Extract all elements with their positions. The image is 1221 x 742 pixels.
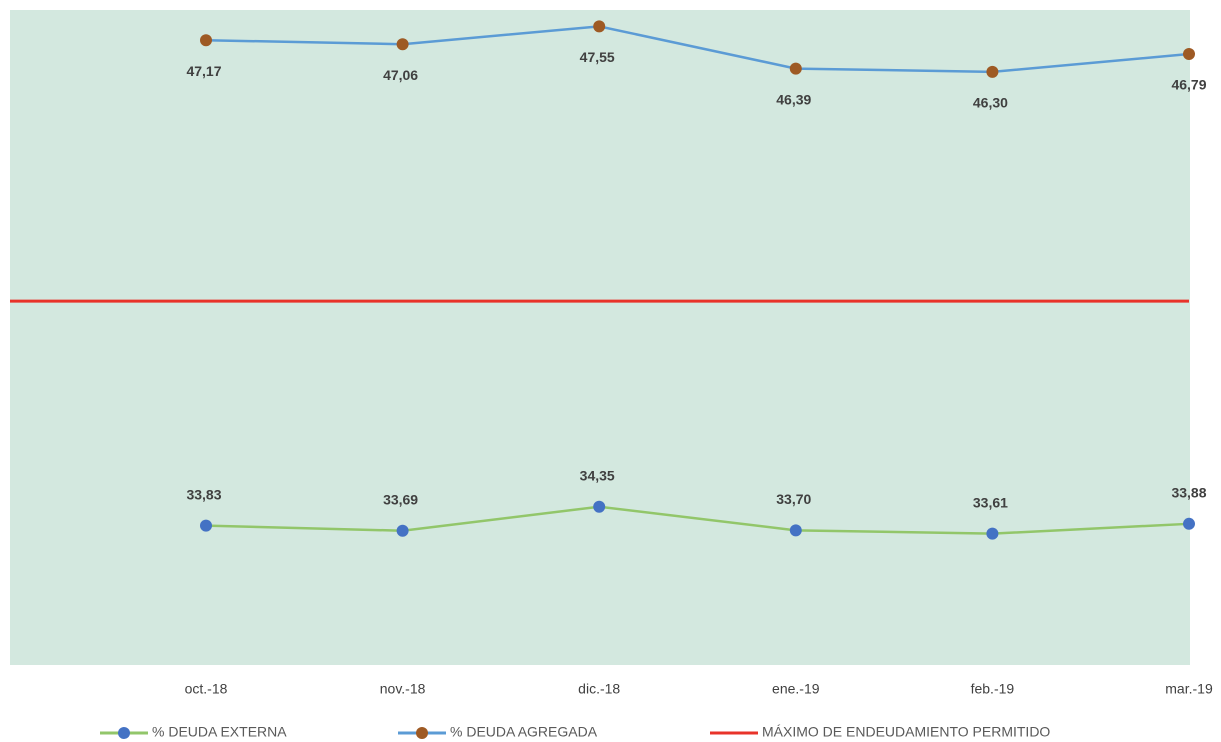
value-label: 46,39 <box>776 91 811 107</box>
value-label: 33,88 <box>1171 485 1206 501</box>
x-tick-label: dic.-18 <box>578 681 620 697</box>
x-tick-label: oct.-18 <box>185 681 228 697</box>
value-label: 33,69 <box>383 491 418 507</box>
point <box>200 34 212 47</box>
x-tick-label: mar.-19 <box>1165 681 1213 697</box>
point <box>593 500 606 513</box>
x-tick-label: feb.-19 <box>971 681 1015 697</box>
point <box>200 519 212 532</box>
point <box>986 527 999 540</box>
value-label: 47,06 <box>383 67 418 83</box>
series-line <box>205 25 1190 74</box>
point <box>789 524 802 537</box>
x-tick-label: ene.-19 <box>772 681 820 697</box>
point <box>1183 517 1195 530</box>
series-line <box>205 505 1190 535</box>
value-label: 47,17 <box>186 63 221 79</box>
legend-label: % DEUDA EXTERNA <box>152 724 287 740</box>
value-label: 33,83 <box>186 486 221 502</box>
value-label: 47,55 <box>580 49 615 65</box>
point <box>396 38 409 51</box>
x-tick-label: nov.-18 <box>380 681 426 697</box>
legend-label: % DEUDA AGREGADA <box>450 724 598 740</box>
value-label: 33,70 <box>776 491 811 507</box>
point <box>593 20 606 33</box>
legend-marker <box>416 727 428 739</box>
value-label: 46,30 <box>973 95 1008 111</box>
value-label: 46,79 <box>1171 77 1206 93</box>
value-label: 33,61 <box>973 494 1008 510</box>
plot-background <box>10 10 1190 665</box>
point <box>986 65 999 78</box>
point <box>1183 48 1195 61</box>
point <box>789 62 802 75</box>
legend-marker <box>118 727 130 739</box>
legend-label: MÁXIMO DE ENDEUDAMIENTO PERMITIDO <box>762 724 1050 740</box>
value-label: 34,35 <box>580 467 615 483</box>
point <box>396 524 409 537</box>
